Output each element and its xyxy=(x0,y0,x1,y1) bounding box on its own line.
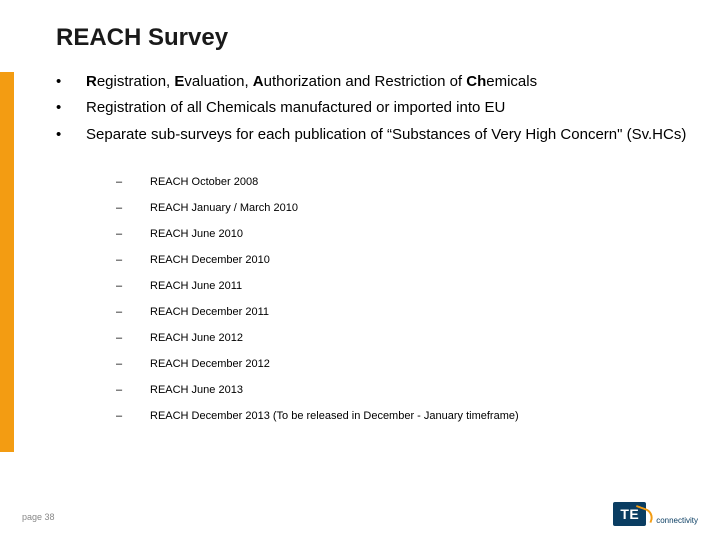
brand-logo: TE connectivity xyxy=(613,502,698,526)
sub-item: – REACH June 2013 xyxy=(116,384,696,396)
sub-marker: – xyxy=(116,306,150,318)
sub-marker: – xyxy=(116,228,150,240)
sub-marker: – xyxy=(116,384,150,396)
sub-text: REACH January / March 2010 xyxy=(150,202,298,214)
sub-text: REACH June 2010 xyxy=(150,228,243,240)
bullet-item: • Registration of all Chemicals manufact… xyxy=(56,98,696,118)
bullet-text: Separate sub-surveys for each publicatio… xyxy=(86,125,686,145)
sub-text: REACH June 2013 xyxy=(150,384,243,396)
sub-text: REACH December 2013 (To be released in D… xyxy=(150,410,519,422)
sub-item: – REACH December 2011 xyxy=(116,306,696,318)
sub-marker: – xyxy=(116,254,150,266)
bullet-text: Registration, Evaluation, Authorization … xyxy=(86,72,537,92)
sub-marker: – xyxy=(116,280,150,292)
logo-subtext: connectivity xyxy=(656,516,698,525)
bullet-marker: • xyxy=(56,125,86,145)
sub-item: – REACH December 2013 (To be released in… xyxy=(116,410,696,422)
sub-text: REACH December 2011 xyxy=(150,306,269,318)
sub-item: – REACH June 2010 xyxy=(116,228,696,240)
sub-item: – REACH June 2012 xyxy=(116,332,696,344)
sub-item: – REACH January / March 2010 xyxy=(116,202,696,214)
main-bullets: • Registration, Evaluation, Authorizatio… xyxy=(56,72,696,151)
sub-list: – REACH October 2008 – REACH January / M… xyxy=(116,176,696,436)
sub-marker: – xyxy=(116,410,150,422)
sub-marker: – xyxy=(116,332,150,344)
sub-text: REACH December 2010 xyxy=(150,254,270,266)
accent-bar xyxy=(0,72,14,452)
sub-item: – REACH December 2010 xyxy=(116,254,696,266)
page-number: page 38 xyxy=(22,512,55,522)
bullet-item: • Separate sub-surveys for each publicat… xyxy=(56,125,696,145)
sub-text: REACH June 2012 xyxy=(150,332,243,344)
sub-text: REACH October 2008 xyxy=(150,176,258,188)
bullet-item: • Registration, Evaluation, Authorizatio… xyxy=(56,72,696,92)
sub-text: REACH June 2011 xyxy=(150,280,242,292)
bullet-marker: • xyxy=(56,98,86,118)
sub-marker: – xyxy=(116,202,150,214)
sub-marker: – xyxy=(116,358,150,370)
slide-title: REACH Survey xyxy=(56,24,228,52)
bullet-marker: • xyxy=(56,72,86,92)
logo-mark: TE xyxy=(613,502,646,526)
sub-item: – REACH December 2012 xyxy=(116,358,696,370)
sub-marker: – xyxy=(116,176,150,188)
bullet-text: Registration of all Chemicals manufactur… xyxy=(86,98,505,118)
sub-text: REACH December 2012 xyxy=(150,358,270,370)
sub-item: – REACH June 2011 xyxy=(116,280,696,292)
sub-item: – REACH October 2008 xyxy=(116,176,696,188)
